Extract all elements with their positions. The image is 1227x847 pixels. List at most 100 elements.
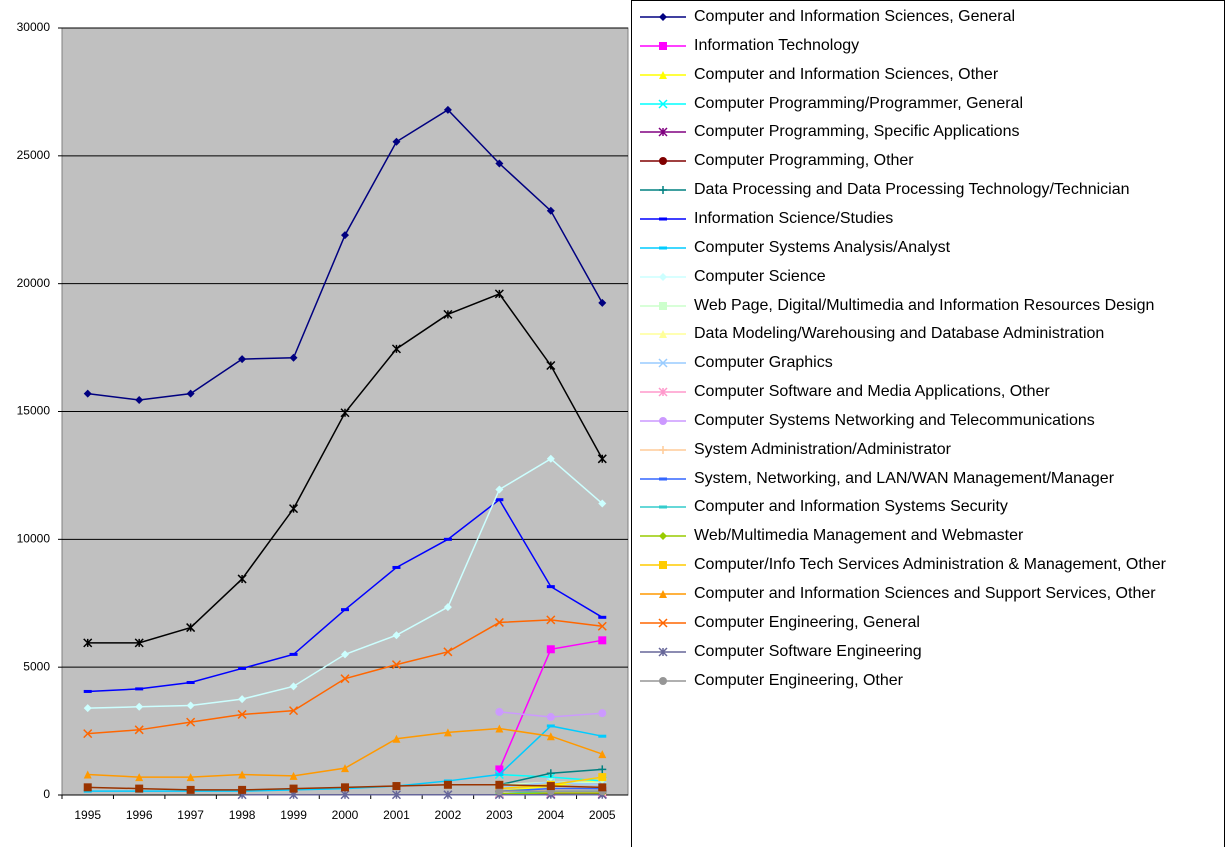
legend-swatch — [640, 13, 686, 21]
marker — [237, 574, 247, 584]
y-tick-label: 0 — [43, 787, 50, 801]
marker — [659, 330, 667, 339]
legend-label: Computer and Information Systems Securit… — [694, 498, 1008, 516]
marker — [186, 681, 195, 685]
marker — [238, 666, 247, 670]
marker — [186, 389, 195, 398]
x-tick-label: 1997 — [177, 808, 204, 822]
legend-label: Computer and Information Sciences and Su… — [694, 585, 1156, 602]
legend-swatch — [640, 477, 686, 481]
marker — [494, 617, 504, 627]
marker — [495, 780, 504, 789]
marker — [83, 638, 93, 648]
marker — [598, 778, 607, 787]
marker — [238, 770, 247, 779]
legend-swatch — [640, 505, 686, 509]
marker — [186, 623, 196, 633]
legend-label: Computer/Info Tech Services Administrati… — [694, 556, 1166, 574]
marker — [659, 41, 667, 50]
legend-swatch — [640, 246, 686, 250]
legend-label: Computer Engineering, General — [694, 613, 920, 631]
marker — [495, 787, 504, 796]
marker — [546, 454, 555, 463]
marker — [658, 127, 668, 137]
marker — [340, 674, 350, 684]
marker — [598, 734, 607, 738]
marker — [659, 416, 667, 425]
marker — [83, 689, 92, 693]
marker — [443, 537, 452, 541]
legend-swatch — [640, 618, 686, 628]
legend-swatch — [640, 590, 686, 598]
x-tick-label: 2003 — [486, 808, 513, 822]
marker — [392, 782, 401, 791]
legend-label: System, Networking, and LAN/WAN Manageme… — [694, 469, 1115, 487]
y-tick-label: 10000 — [17, 532, 51, 546]
x-tick-label: 1995 — [74, 808, 101, 822]
marker — [659, 532, 667, 541]
marker — [546, 724, 555, 728]
legend-swatch — [640, 272, 686, 281]
marker — [186, 773, 195, 782]
marker — [341, 783, 349, 792]
legend-label: Data Processing and Data Processing Tech… — [694, 181, 1130, 199]
marker — [546, 782, 555, 791]
marker — [495, 498, 504, 502]
marker — [392, 565, 401, 569]
marker — [658, 647, 668, 657]
y-tick-label: 20000 — [17, 276, 51, 290]
marker — [598, 636, 607, 645]
legend-swatch — [640, 416, 686, 425]
marker — [598, 783, 607, 792]
marker — [289, 504, 299, 514]
marker — [659, 157, 667, 166]
legend-label: Computer Engineering, Other — [694, 671, 903, 689]
marker — [83, 729, 93, 739]
y-tick-label: 5000 — [23, 659, 50, 673]
marker — [341, 764, 349, 773]
marker — [135, 784, 144, 793]
marker — [135, 395, 144, 404]
legend-swatch — [640, 676, 686, 685]
legend-label: Computer Programming/Programmer, General — [694, 94, 1024, 112]
marker — [546, 732, 555, 741]
marker — [134, 638, 144, 648]
legend-swatch — [640, 647, 686, 657]
marker — [392, 631, 401, 640]
legend: Computer and Information Sciences, Gener… — [631, 0, 1225, 847]
marker — [659, 13, 667, 21]
legend-label: Computer Software and Media Applications… — [694, 383, 1050, 401]
marker — [546, 713, 555, 722]
legend-swatch — [640, 127, 686, 137]
marker — [494, 289, 504, 299]
legend-label: Computer Graphics — [694, 354, 833, 372]
marker — [289, 682, 298, 691]
marker — [186, 717, 196, 727]
y-tick-label: 25000 — [17, 148, 51, 162]
marker — [598, 709, 607, 718]
marker — [443, 603, 452, 612]
x-tick-label: 2004 — [537, 808, 564, 822]
marker — [341, 650, 349, 659]
x-tick-label: 2005 — [589, 808, 616, 822]
y-tick-label: 15000 — [17, 404, 51, 418]
marker — [135, 773, 144, 782]
marker — [659, 561, 667, 570]
plot: 0 5000 10000 15000 20000 25000 30000 1995 1996 19… — [17, 20, 629, 822]
marker — [597, 621, 607, 631]
legend-swatch — [640, 70, 686, 79]
marker — [598, 615, 607, 619]
x-tick-label: 2002 — [435, 808, 462, 822]
marker — [659, 217, 667, 221]
marker — [83, 783, 92, 792]
legend-label: Web/Multimedia Management and Webmaster — [694, 527, 1024, 545]
marker — [495, 765, 504, 774]
marker — [495, 485, 504, 494]
marker — [659, 505, 667, 509]
marker — [546, 206, 555, 215]
marker — [289, 771, 298, 780]
legend-swatch — [640, 41, 686, 50]
marker — [495, 707, 504, 716]
marker — [83, 389, 92, 398]
legend-swatch — [640, 186, 686, 195]
